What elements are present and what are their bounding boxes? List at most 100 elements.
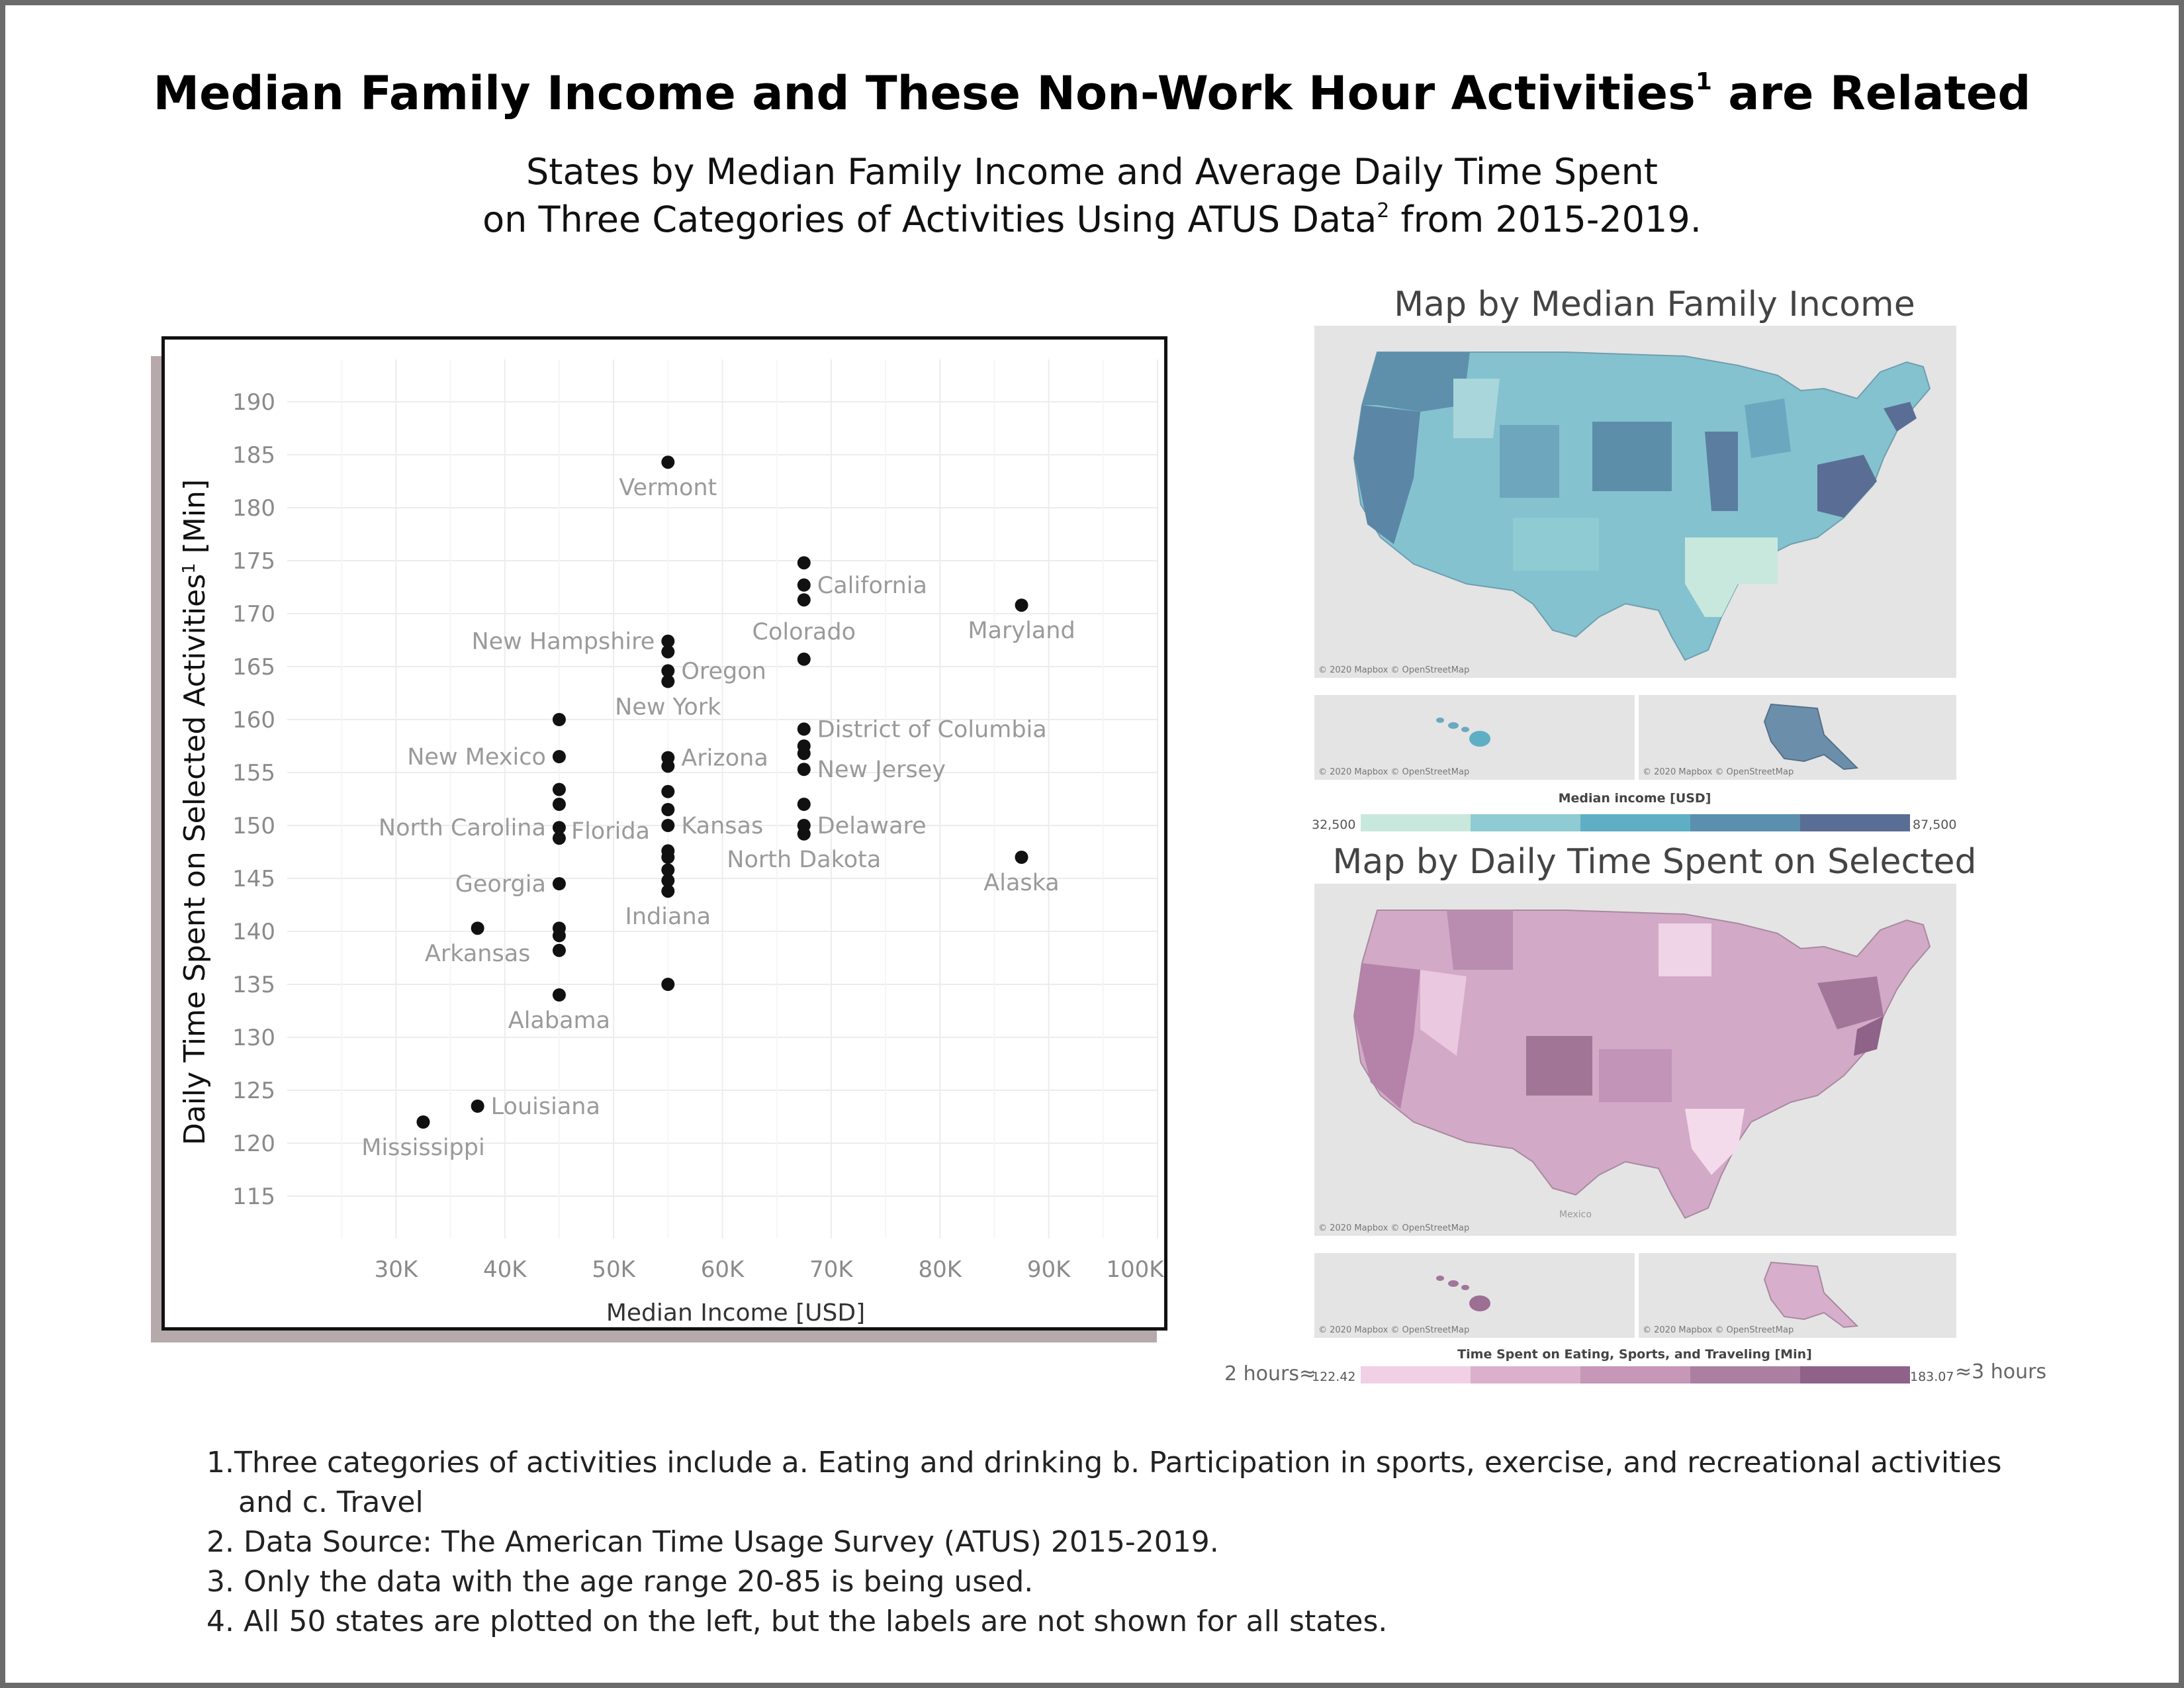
y-tick-label: 185 <box>232 442 275 469</box>
time-map-hawaii: © 2020 Mapbox © OpenStreetMap <box>1314 1253 1635 1338</box>
y-tick-label: 160 <box>232 707 275 733</box>
scatter-point <box>1015 851 1028 864</box>
x-tick-label: 30K <box>375 1256 419 1283</box>
scatter-point <box>797 556 811 570</box>
scatter-plot: 115 120 125 130 135 140 145 150 155 160 165 170 175 1… <box>178 359 1164 1327</box>
scatter-point <box>797 763 811 776</box>
y-tick-label: 155 <box>232 760 275 786</box>
y-tick-label: 150 <box>232 813 275 839</box>
hawaii-map-time <box>1436 1276 1490 1311</box>
page-title: Median Family Income and These Non-Work … <box>153 66 2031 120</box>
income-legend-swatch <box>1471 814 1580 831</box>
state-label: North Dakota <box>727 847 881 873</box>
state-label: New Mexico <box>407 744 546 771</box>
time-map-credit: © 2020 Mapbox © OpenStreetMap <box>1318 1223 1470 1233</box>
state-label: Indiana <box>625 904 711 930</box>
footnote-1a: 1.Three categories of activities include… <box>206 1446 2002 1479</box>
state-label: Oregon <box>681 658 766 684</box>
state-label: Delaware <box>817 813 927 839</box>
scatter-point <box>661 844 675 858</box>
scatter-point <box>661 978 675 991</box>
income-legend-swatch <box>1690 814 1800 831</box>
time-legend-min: 122.42 <box>1312 1370 1355 1384</box>
scatter-point <box>797 722 811 736</box>
scatter-point <box>661 664 675 678</box>
state-label: Alaska <box>983 870 1059 896</box>
legend-approx-right: ≈3 hours <box>1955 1360 2047 1383</box>
x-tick-label: 60K <box>701 1256 745 1283</box>
scatter-point <box>552 877 566 890</box>
footnote-2: 2. Data Source: The American Time Usage … <box>206 1525 1219 1559</box>
alaska-map-credit: © 2020 Mapbox © OpenStreetMap <box>1643 767 1794 777</box>
state-label: Alabama <box>508 1008 610 1034</box>
y-tick-label: 190 <box>232 389 275 416</box>
income-legend-swatch <box>1800 814 1910 831</box>
time-legend-swatch <box>1690 1366 1800 1383</box>
footnote-3: 3. Only the data with the age range 20-8… <box>206 1565 1034 1599</box>
scatter-point <box>661 784 675 798</box>
hawaii-time-credit: © 2020 Mapbox © OpenStreetMap <box>1318 1325 1470 1335</box>
time-legend-title: Time Spent on Eating, Sports, and Travel… <box>1457 1347 1812 1362</box>
scatter-point <box>661 863 675 877</box>
time-legend-max: 183.07 <box>1910 1370 1954 1384</box>
x-tick-label: 50K <box>592 1256 636 1283</box>
income-legend-swatch <box>1580 814 1690 831</box>
scatter-point <box>797 578 811 592</box>
y-tick-label: 175 <box>232 548 275 575</box>
time-legend-bar <box>1361 1366 1910 1383</box>
scatter-point <box>661 874 675 888</box>
scatter-point <box>661 819 675 832</box>
scatter-point <box>552 750 566 763</box>
time-map-alaska: © 2020 Mapbox © OpenStreetMap <box>1639 1253 1956 1338</box>
y-tick-label: 115 <box>232 1184 275 1210</box>
y-tick-label: 130 <box>232 1025 275 1051</box>
time-us-map <box>1353 910 1931 1219</box>
y-axis-title: Daily Time Spent on Selected Activities1… <box>178 479 212 1145</box>
scatter-point <box>471 921 484 935</box>
scatter-point <box>552 988 566 1002</box>
time-legend-swatch <box>1361 1366 1471 1383</box>
y-tick-label: 145 <box>232 866 275 892</box>
income-legend-title: Median income [USD] <box>1559 791 1711 806</box>
income-legend-max: 87,500 <box>1913 818 1956 832</box>
legend-approx-left: 2 hours≈ <box>1224 1362 1316 1385</box>
state-label: Arkansas <box>425 941 531 967</box>
x-axis-title: Median Income [USD] <box>606 1299 865 1327</box>
state-label: Vermont <box>619 475 717 501</box>
time-map-main: © 2020 Mapbox © OpenStreetMap Mexico <box>1314 884 1956 1236</box>
time-legend-swatch <box>1471 1366 1580 1383</box>
scatter-point <box>552 713 566 726</box>
income-map-title: Map by Median Family Income <box>1394 285 1915 324</box>
y-tick-label: 165 <box>232 654 275 680</box>
scatter-point <box>661 634 675 648</box>
y-tick-label: 125 <box>232 1078 275 1104</box>
state-label: New Hampshire <box>471 629 655 655</box>
y-tick-label: 170 <box>232 601 275 628</box>
x-tick-label: 40K <box>483 1256 527 1283</box>
x-tick-label: 80K <box>918 1256 962 1283</box>
scatter-point <box>416 1115 430 1129</box>
state-label: Colorado <box>752 619 856 645</box>
subtitle-line-1: States by Median Family Income and Avera… <box>526 151 1658 193</box>
scatter-point <box>797 652 811 666</box>
state-label: California <box>817 573 927 599</box>
scatter-point <box>661 455 675 469</box>
scatter-point <box>661 803 675 816</box>
income-map-main: © 2020 Mapbox © OpenStreetMap <box>1314 326 1956 678</box>
state-label: Arizona <box>681 745 768 772</box>
x-tick-label: 70K <box>809 1256 854 1283</box>
hawaii-map-credit: © 2020 Mapbox © OpenStreetMap <box>1318 767 1470 777</box>
scatter-point <box>661 751 675 765</box>
time-legend-swatch <box>1800 1366 1910 1383</box>
scatter-point <box>797 739 811 753</box>
alaska-time-credit: © 2020 Mapbox © OpenStreetMap <box>1643 1325 1794 1335</box>
scatter-point <box>552 921 566 935</box>
y-tick-label: 180 <box>232 495 275 522</box>
income-legend-bar <box>1361 814 1910 831</box>
state-label: Louisiana <box>491 1094 600 1120</box>
income-us-map <box>1353 352 1931 661</box>
time-legend: Time Spent on Eating, Sports, and Travel… <box>1312 1347 1954 1384</box>
mexico-label: Mexico <box>1559 1209 1592 1220</box>
scatter-point <box>552 782 566 796</box>
